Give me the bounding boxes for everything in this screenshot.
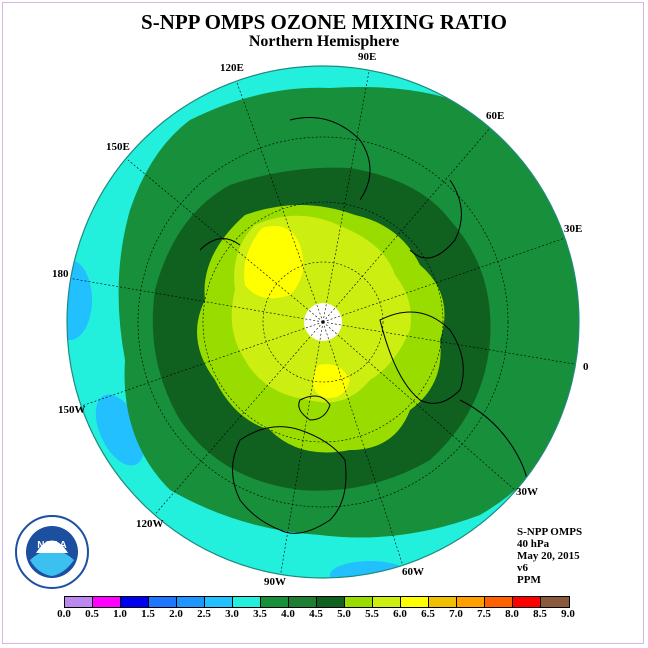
- colorbar-tick-label: 2.5: [197, 608, 211, 620]
- colorbar-tick-label: 7.0: [449, 608, 463, 620]
- map-boundary: [66, 65, 580, 579]
- colorbar-swatch: [317, 597, 345, 607]
- colorbar-tick-label: 9.0: [561, 608, 575, 620]
- colorbar-swatch: [93, 597, 121, 607]
- lon-label-30e: 30E: [564, 223, 583, 235]
- colorbar-tick-label: 4.5: [309, 608, 323, 620]
- lon-label-60e: 60E: [486, 110, 505, 122]
- colorbar-swatch: [373, 597, 401, 607]
- graticule: [67, 66, 579, 578]
- ozone-field: [67, 66, 579, 578]
- map-title: S-NPP OMPS OZONE MIXING RATIO: [141, 10, 507, 34]
- info-level: 40 hPa: [517, 538, 550, 550]
- colorbar-swatch: [485, 597, 513, 607]
- colorbar-swatch: [401, 597, 429, 607]
- colorbar-tick-label: 3.5: [253, 608, 267, 620]
- info-block: S-NPP OMPS 40 hPa May 20, 2015 v6 PPM: [517, 526, 582, 586]
- colorbar-swatch: [345, 597, 373, 607]
- colorbar-swatch: [65, 597, 93, 607]
- lon-label-0: 0: [583, 361, 589, 373]
- colorbar-swatch: [541, 597, 569, 607]
- colorbar-swatch: [513, 597, 541, 607]
- lon-label-90w: 90W: [264, 576, 286, 588]
- colorbar-swatch: [149, 597, 177, 607]
- band-6.0-6.5: [244, 226, 304, 299]
- colorbar-tick-label: 5.0: [337, 608, 351, 620]
- info-units: PPM: [517, 574, 541, 586]
- colorbar-tick-label: 2.0: [169, 608, 183, 620]
- lon-label-120e: 120E: [220, 62, 244, 74]
- lon-label-150w: 150W: [58, 404, 86, 416]
- colorbar-tick-label: 6.0: [393, 608, 407, 620]
- colorbar-swatch: [233, 597, 261, 607]
- colorbar-swatch: [121, 597, 149, 607]
- colorbar-tick-label: 6.5: [421, 608, 435, 620]
- lon-label-150e: 150E: [106, 141, 130, 153]
- lon-label-180: 180: [52, 268, 69, 280]
- info-date: May 20, 2015: [517, 550, 580, 562]
- lon-label-90e: 90E: [358, 51, 377, 63]
- colorbar-swatch: [457, 597, 485, 607]
- noaa-logo-text: NOAA: [37, 540, 66, 551]
- colorbar-ticks: 0.0 0.5 1.0 1.5 2.0 2.5 3.0 3.5 4.0 4.5 5.0 5.5 6.0 6…: [0, 608, 648, 622]
- colorbar-tick-label: 4.0: [281, 608, 295, 620]
- colorbar: [64, 596, 570, 608]
- info-instrument: S-NPP OMPS: [517, 526, 583, 538]
- lon-label-60w: 60W: [402, 566, 424, 578]
- band-3.0-3.5-patch: [330, 561, 410, 578]
- colorbar-tick-label: 0.5: [85, 608, 99, 620]
- lon-label-120w: 120W: [136, 518, 164, 530]
- colorbar-tick-label: 8.0: [505, 608, 519, 620]
- colorbar-tick-label: 1.5: [141, 608, 155, 620]
- info-version: v6: [517, 562, 528, 574]
- noaa-logo: NOAA: [15, 515, 89, 589]
- band-6.0-6.5: [312, 364, 350, 399]
- colorbar-tick-label: 8.5: [533, 608, 547, 620]
- colorbar-swatch: [261, 597, 289, 607]
- colorbar-swatch: [205, 597, 233, 607]
- lon-label-30w: 30W: [516, 486, 538, 498]
- colorbar-swatch: [289, 597, 317, 607]
- map-subtitle: Northern Hemisphere: [248, 33, 400, 50]
- colorbar-tick-label: 1.0: [113, 608, 127, 620]
- colorbar-tick-label: 3.0: [225, 608, 239, 620]
- coastlines: [199, 117, 529, 534]
- colorbar-swatch: [429, 597, 457, 607]
- colorbar-swatch: [177, 597, 205, 607]
- colorbar-tick-label: 5.5: [365, 608, 379, 620]
- colorbar-tick-label: 7.5: [477, 608, 491, 620]
- colorbar-tick-label: 0.0: [57, 608, 71, 620]
